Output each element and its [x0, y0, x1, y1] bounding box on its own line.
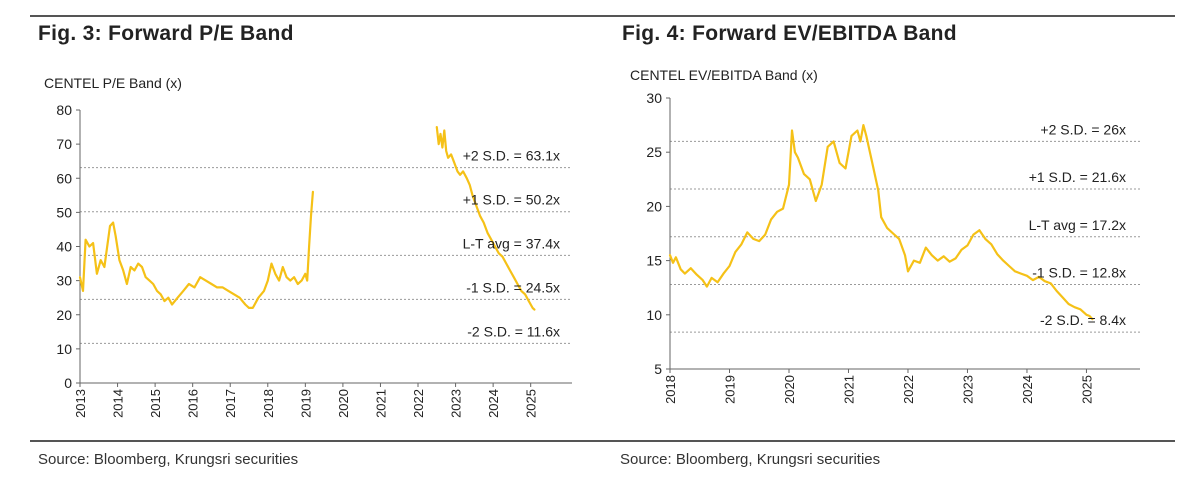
ev-band-label: -2 S.D. = 8.4x [1040, 312, 1126, 328]
ev-x-tick-label: 2025 [1079, 375, 1094, 404]
pe-x-tick-label: 2018 [261, 389, 276, 418]
ev-x-tick-label: 2020 [782, 375, 797, 404]
pe-y-tick-label: 20 [56, 307, 72, 323]
pe-x-tick-label: 2013 [73, 389, 88, 418]
pe-x-tick-label: 2016 [186, 389, 201, 418]
ev-y-tick-label: 20 [646, 198, 662, 214]
pe-band-label: +2 S.D. = 63.1x [463, 148, 560, 164]
pe-x-tick-label: 2015 [148, 389, 163, 418]
pe-x-tick-label: 2017 [223, 389, 238, 418]
ev-x-tick-label: 2022 [901, 375, 916, 404]
pe-chart-title: CENTEL P/E Band (x) [44, 75, 182, 91]
pe-band-label: L-T avg = 37.4x [463, 235, 560, 251]
pe-y-tick-label: 30 [56, 273, 72, 289]
pe-x-tick-label: 2022 [411, 389, 426, 418]
pe-band-label: +1 S.D. = 50.2x [463, 192, 560, 208]
pe-y-tick-label: 0 [64, 375, 72, 391]
pe-band-label: -1 S.D. = 24.5x [466, 279, 560, 295]
pe-y-tick-label: 80 [56, 102, 72, 118]
ev-x-tick-label: 2018 [663, 375, 678, 404]
pe-series-line [78, 190, 314, 309]
ev-chart-title: CENTEL EV/EBITDA Band (x) [630, 67, 818, 83]
pe-series-line [435, 125, 536, 311]
figure-4-title: Fig. 4: Forward EV/EBITDA Band [622, 22, 957, 45]
pe-band-label: -2 S.D. = 11.6x [467, 323, 560, 339]
pe-x-tick-label: 2019 [298, 389, 313, 418]
pe-y-tick-label: 10 [56, 341, 72, 357]
ev-x-tick-label: 2023 [960, 375, 975, 404]
pe-x-tick-label: 2014 [111, 389, 126, 418]
bottom-rule [30, 440, 1175, 442]
ev-y-tick-label: 15 [646, 253, 662, 269]
pe-x-tick-label: 2025 [524, 389, 539, 418]
pe-y-tick-label: 60 [56, 170, 72, 186]
figure-3-title: Fig. 3: Forward P/E Band [38, 22, 294, 45]
pe-y-tick-label: 50 [56, 204, 72, 220]
ev-x-tick-label: 2021 [841, 375, 856, 404]
ev-band-label: -1 S.D. = 12.8x [1032, 264, 1126, 280]
pe-y-tick-label: 40 [56, 239, 72, 255]
figure-3-source: Source: Bloomberg, Krungsri securities [38, 451, 299, 468]
ev-x-tick-label: 2024 [1020, 375, 1035, 404]
ev-y-tick-label: 5 [654, 361, 662, 377]
figure-4-source: Source: Bloomberg, Krungsri securities [620, 451, 881, 468]
top-rule [30, 15, 1175, 17]
pe-x-tick-label: 2021 [373, 389, 388, 418]
ev-x-tick-label: 2019 [722, 375, 737, 404]
pe-y-tick-label: 70 [56, 136, 72, 152]
ev-y-tick-label: 25 [646, 144, 662, 160]
ev-band-label: +2 S.D. = 26x [1040, 121, 1126, 137]
ev-band-label: L-T avg = 17.2x [1029, 217, 1126, 233]
ev-band-label: +1 S.D. = 21.6x [1029, 169, 1126, 185]
pe-x-tick-label: 2024 [486, 389, 501, 418]
pe-x-tick-label: 2023 [449, 389, 464, 418]
pe-x-tick-label: 2020 [336, 389, 351, 418]
ev-y-tick-label: 30 [646, 90, 662, 106]
ev-y-tick-label: 10 [646, 307, 662, 323]
ev-series-line [668, 123, 1094, 321]
